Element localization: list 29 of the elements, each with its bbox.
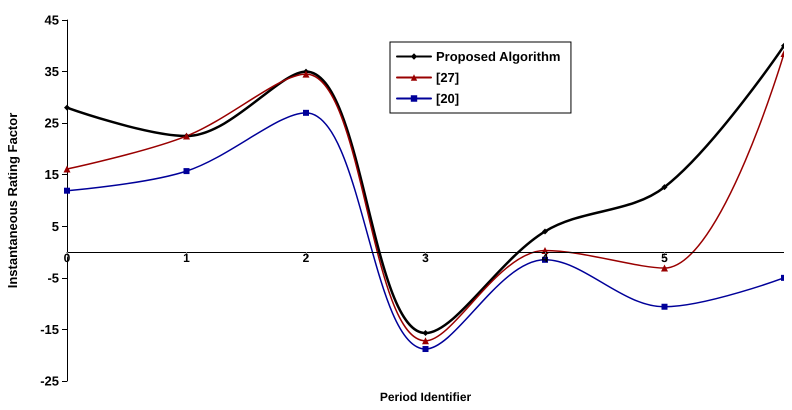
y-tick-label: 45 — [44, 12, 59, 28]
point — [303, 110, 309, 116]
y-tick-label: 35 — [44, 64, 59, 80]
x-tick-label: 5 — [661, 251, 668, 266]
point — [184, 168, 190, 174]
x-tick-label: 2 — [302, 251, 310, 266]
point — [64, 104, 70, 111]
point — [542, 228, 548, 234]
y-tick-label: -15 — [40, 322, 59, 337]
y-tick-label: 15 — [44, 167, 59, 182]
point — [662, 184, 668, 190]
point — [302, 70, 310, 78]
y-tick-label: -25 — [40, 374, 59, 388]
y-tick-label: 5 — [52, 218, 59, 234]
point — [64, 166, 70, 173]
point — [422, 337, 429, 344]
x-tick-label: 0 — [64, 251, 71, 266]
legend-label: [20] — [436, 91, 460, 106]
point — [662, 304, 668, 310]
point — [661, 264, 668, 272]
point — [422, 346, 428, 352]
x-tick-label: 1 — [183, 251, 190, 266]
y-tick-label: 25 — [44, 116, 59, 131]
legend-label: [27] — [436, 70, 460, 85]
x-tick-label: 3 — [422, 251, 430, 266]
legend-label: Proposed Algorithm — [436, 49, 560, 64]
y-tick-label: -5 — [47, 270, 59, 286]
x-axis-title: Period Identifier — [380, 390, 472, 404]
point — [64, 188, 70, 194]
